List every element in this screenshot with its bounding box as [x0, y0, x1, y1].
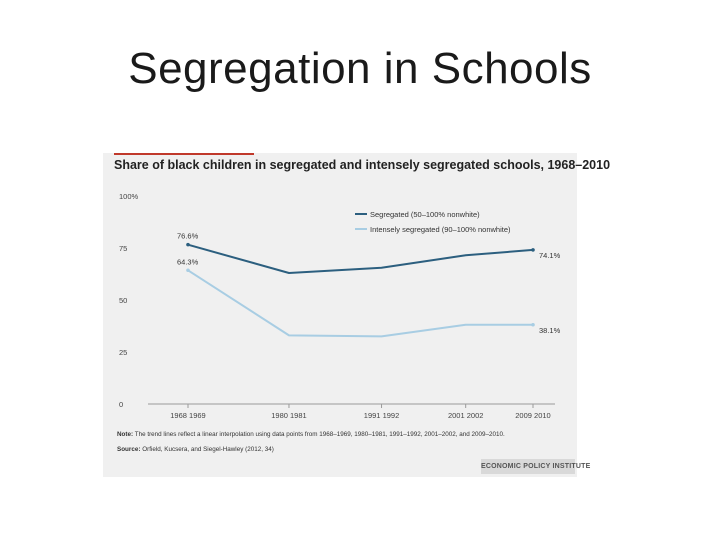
note-label: Note:: [117, 431, 134, 438]
chart-source: Source: Orfield, Kucsera, and Siegel-Haw…: [117, 446, 274, 453]
brand-badge: ECONOMIC POLICY INSTITUTE: [481, 459, 590, 474]
chart-note: Note: The trend lines reflect a linear i…: [117, 431, 505, 438]
y-tick-label: 25: [119, 348, 127, 357]
x-tick-label: 1980 1981: [271, 411, 306, 420]
series-line-1: [187, 243, 534, 274]
y-tick-label: 75: [119, 244, 127, 253]
x-tick-label: 2009 2010: [515, 411, 550, 420]
source-text: Orfield, Kucsera, and Siegel-Hawley (201…: [142, 446, 274, 453]
data-point: [186, 242, 190, 247]
data-point: [531, 248, 535, 252]
accent-bar: [114, 153, 254, 155]
slide-title: Segregation in Schools: [128, 44, 592, 93]
data-point: [186, 268, 190, 273]
data-label-end: 38.1%: [539, 326, 561, 335]
source-label: Source:: [117, 446, 141, 453]
legend-label: Segregated (50–100% nonwhite): [370, 210, 480, 219]
y-tick-label: 50: [119, 296, 127, 305]
chart-title: Share of black children in segregated an…: [114, 158, 611, 172]
x-tick-label: 2001 2002: [448, 411, 483, 420]
data-label-start: 76.6%: [177, 232, 199, 241]
legend-label: Intensely segregated (90–100% nonwhite): [370, 225, 511, 234]
x-tick-label: 1991 1992: [364, 411, 399, 420]
data-label-end: 74.1%: [539, 251, 561, 260]
y-tick-label: 0: [119, 400, 123, 409]
data-label-start: 64.3%: [177, 257, 199, 266]
chart-figure: Share of black children in segregated an…: [103, 153, 610, 477]
y-tick-label: 100%: [119, 192, 139, 201]
series-line-2: [187, 269, 533, 338]
x-tick-label: 1968 1969: [170, 411, 205, 420]
note-text: The trend lines reflect a linear interpo…: [134, 431, 505, 438]
chart-svg: 0 25 50 75 100% 1968 1969 1980 1981 1991 1992 20…: [119, 192, 561, 420]
data-point: [531, 322, 535, 327]
